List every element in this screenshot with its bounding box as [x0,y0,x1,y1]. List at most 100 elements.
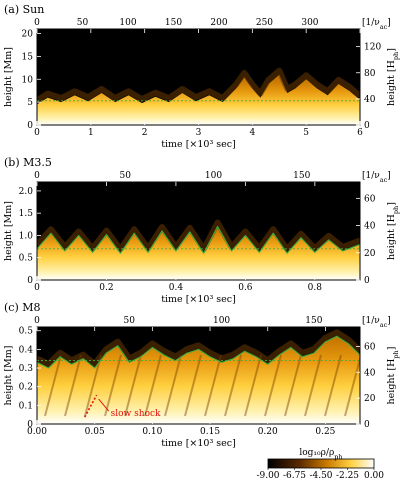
top-tick-label: 150 [165,18,182,28]
right-axis-title: height [Hph] [386,202,400,260]
plot-frame [36,181,361,281]
x-tick-label: 2 [142,128,148,138]
x-tick-label: 0.20 [258,427,278,437]
top-tick-label: 100 [205,171,222,181]
right-tick-label: 80 [364,69,376,79]
x-tick-label: 0.2 [99,283,113,293]
slow-shock-label: slow shock [111,409,161,419]
shock-streak [44,354,62,417]
right-tick-label: 60 [364,194,376,204]
shock-streak [64,354,82,417]
x-tick-label: 0.15 [200,427,220,437]
y-axis-title: height [Mm] [3,346,14,406]
colorbar-label: log₁₀ρ/ρph [299,448,342,461]
right-tick-label: 40 [364,368,376,378]
x-tick-label: 0.4 [169,283,184,293]
panel-label: (c) M8 [4,301,41,314]
heatmap-halo [37,219,360,253]
top-axis-label: [1/νac] [362,171,391,184]
top-tick-label: 150 [293,171,310,181]
top-tick-label: 300 [301,18,318,28]
y-tick-label: 15 [22,52,34,62]
top-tick-label: 0 [34,18,40,28]
x-tick-label: 0 [34,128,40,138]
x-tick-label: 0.00 [27,427,47,437]
x-tick-label: 6 [357,128,363,138]
top-axis-label: [1/νac] [362,316,391,329]
top-tick-label: 100 [213,316,230,326]
y-tick-label: 0.2 [19,383,33,393]
shock-streak [324,354,342,417]
right-tick-label: 40 [364,95,376,105]
y-tick-label: 0 [27,420,33,430]
x-tick-label: 1 [88,128,94,138]
right-tick-label: 0 [364,420,370,430]
x-tick-label: 4 [249,128,255,138]
right-axis-title: height [Hph] [386,48,400,106]
x-axis-title: time [×10³ sec] [161,438,236,449]
shock-front-line [37,225,360,254]
y-tick-label: 0.5 [19,254,34,264]
right-axis-title: height [Hph] [386,347,400,405]
shock-streak [204,354,222,417]
top-tick-label: 50 [77,18,89,28]
right-tick-label: 20 [364,394,376,404]
y-tick-label: 2.0 [19,187,34,197]
top-tick-label: 200 [210,18,227,28]
x-tick-label: 0.8 [308,283,323,293]
x-tick-label: 0.6 [238,283,253,293]
top-tick-label: 250 [256,18,273,28]
y-tick-label: 0 [27,121,33,131]
slow-shock-arrow [98,398,110,412]
y-axis-title: height [Mm] [3,47,14,107]
shock-streak [284,354,302,417]
x-tick-label: 3 [196,128,202,138]
y-tick-label: 10 [22,75,34,85]
panel-label: (b) M3.5 [4,156,52,169]
heatmap-panel-1 [37,29,360,125]
colorbar-tick-label: -2.25 [336,471,359,481]
right-tick-label: 120 [364,43,381,53]
heatmap-panel-3 [37,327,360,424]
y-tick-label: 1.5 [19,209,34,219]
y-tick-label: 1.0 [19,231,34,241]
heatmap-density-fill [37,74,360,125]
shock-streak [124,354,142,417]
right-tick-label: 20 [364,249,376,259]
y-tick-label: 0.1 [19,401,33,411]
x-tick-label: 5 [303,128,309,138]
right-tick-label: 40 [364,222,376,232]
plot-frame [36,326,361,425]
right-tick-label: 0 [364,276,370,286]
panel-label: (a) Sun [4,3,44,16]
colorbar-tick-label: -4.50 [309,471,332,481]
colorbar-tick-label: 0.00 [364,471,384,481]
right-tick-label: 0 [364,121,370,131]
y-tick-label: 0.5 [19,327,34,337]
shock-streak [164,354,182,417]
y-tick-label: 20 [22,30,34,40]
x-tick-label: 0 [34,283,40,293]
top-tick-label: 50 [124,316,136,326]
heatmap-halo [37,67,360,103]
shock-streak [144,354,162,417]
heatmap-density-fill [37,336,360,424]
shock-streak [244,354,262,417]
y-tick-label: 0.3 [19,364,34,374]
shock-streak [344,354,360,417]
shock-streak [224,354,242,417]
y-tick-label: 0.4 [19,345,34,355]
colorbar-tick-label: -9.00 [256,471,279,481]
colorbar-tick-label: -6.75 [283,471,306,481]
top-tick-label: 100 [119,18,136,28]
top-tick-label: 0 [34,171,40,181]
shock-streak [84,354,102,417]
y-axis-title: height [Mm] [3,201,14,261]
shock-streak [104,354,122,417]
heatmap-density-fill [37,226,360,280]
top-tick-label: 0 [34,316,40,326]
top-tick-label: 150 [305,316,322,326]
x-axis-title: time [×10³ sec] [161,294,236,305]
top-tick-label: 50 [120,171,132,181]
